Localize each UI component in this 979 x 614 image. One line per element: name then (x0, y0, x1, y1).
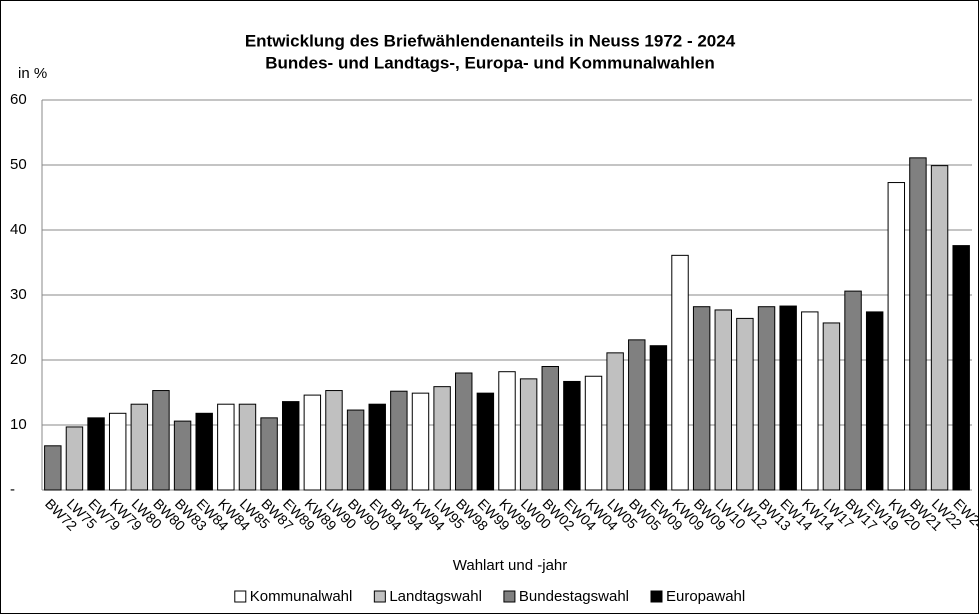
bar (844, 290, 862, 491)
bar (736, 317, 754, 491)
bar (563, 380, 581, 491)
bar (455, 372, 473, 491)
bar (390, 390, 408, 491)
bar (476, 392, 495, 491)
bar (930, 165, 949, 491)
y-tick-label: 20 (10, 351, 27, 368)
bar (671, 254, 689, 491)
bar (801, 311, 819, 491)
bar (584, 375, 603, 491)
bar (822, 322, 841, 491)
y-axis-label: in % (18, 65, 47, 82)
legend-swatch (650, 590, 663, 603)
bar (952, 245, 970, 491)
bar (173, 420, 192, 491)
bar (44, 445, 62, 491)
bar (519, 378, 538, 491)
bar (65, 426, 84, 491)
bar (649, 345, 668, 491)
bar (303, 394, 322, 491)
bar (909, 157, 927, 491)
bar (865, 311, 884, 491)
y-tick-label: 10 (10, 416, 27, 433)
y-tick-label: 50 (10, 156, 27, 173)
legend-label: Landtagswahl (389, 588, 482, 605)
legend-swatch (373, 590, 386, 603)
y-tick-label: 30 (10, 286, 27, 303)
bar (692, 306, 711, 491)
bar (282, 401, 300, 491)
bar (606, 352, 624, 491)
bar (260, 417, 278, 491)
bar (108, 412, 127, 491)
legend: Kommunalwahl Landtagswahl Bundestagswahl Eu… (234, 588, 745, 605)
bar (541, 366, 559, 491)
legend-label: Europawahl (666, 588, 745, 605)
legend-label: Bundestagswahl (519, 588, 629, 605)
bar (195, 412, 213, 491)
bar (217, 403, 235, 491)
bar (779, 305, 797, 491)
legend-label: Kommunalwahl (250, 588, 353, 605)
chart-subtitle: Bundes- und Landtags-, Europa- und Kommu… (265, 53, 715, 72)
bar (238, 403, 257, 491)
bar (498, 371, 516, 491)
bar (130, 403, 149, 491)
bar (411, 392, 430, 491)
bar (757, 306, 776, 491)
bar (152, 390, 170, 491)
x-axis-label: Wahlart und -jahr (453, 557, 568, 574)
bar (346, 409, 365, 491)
legend-swatch (234, 590, 247, 603)
bar (887, 182, 906, 491)
chart-title: Entwicklung des Briefwählendenanteils in… (245, 31, 736, 50)
legend-swatch (503, 590, 516, 603)
bar (628, 339, 646, 491)
bar (433, 386, 451, 491)
bar (325, 390, 343, 491)
bar (368, 403, 386, 491)
y-tick-label: - (10, 481, 15, 498)
bar (87, 417, 105, 491)
bar (714, 309, 732, 491)
y-tick-label: 40 (10, 221, 27, 238)
y-tick-label: 60 (10, 91, 27, 108)
